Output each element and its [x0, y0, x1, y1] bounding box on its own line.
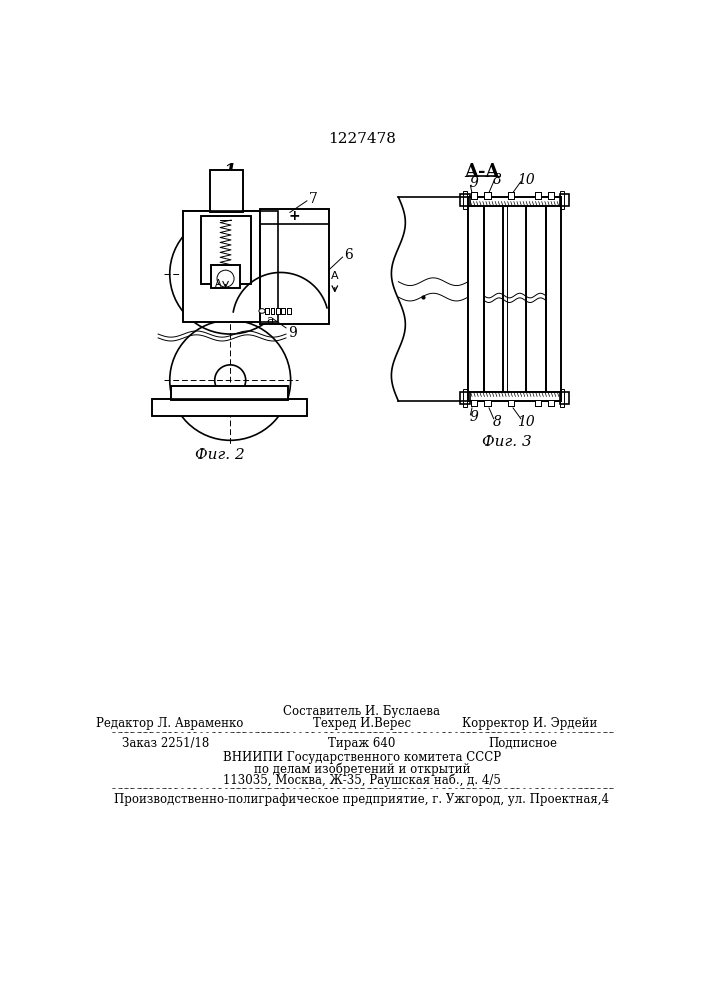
- Bar: [281, 308, 285, 314]
- Bar: [534, 400, 541, 406]
- Text: 1227478: 1227478: [328, 132, 396, 146]
- Bar: [152, 399, 307, 416]
- Text: Техред И.Верес: Техред И.Верес: [313, 717, 411, 730]
- Text: 9: 9: [469, 176, 478, 190]
- Bar: [468, 197, 561, 206]
- Bar: [559, 389, 564, 407]
- Bar: [271, 308, 274, 314]
- Bar: [508, 192, 514, 199]
- Bar: [201, 216, 251, 284]
- Bar: [462, 389, 467, 407]
- Bar: [546, 197, 561, 401]
- Bar: [183, 211, 279, 322]
- Bar: [559, 392, 569, 404]
- Text: 10: 10: [518, 173, 535, 187]
- Text: 1: 1: [224, 163, 236, 181]
- Bar: [468, 392, 561, 401]
- Bar: [287, 308, 291, 314]
- Text: по делам изобретений и открытий: по делам изобретений и открытий: [254, 762, 470, 776]
- Bar: [183, 211, 279, 322]
- Text: Заказ 2251/18: Заказ 2251/18: [122, 737, 209, 750]
- Bar: [281, 308, 285, 314]
- Bar: [468, 197, 561, 206]
- Bar: [559, 194, 569, 206]
- Bar: [468, 197, 484, 401]
- Bar: [484, 192, 491, 199]
- Circle shape: [170, 214, 291, 334]
- Bar: [468, 392, 561, 401]
- Text: Корректор И. Эрдейи: Корректор И. Эрдейи: [462, 717, 598, 730]
- Bar: [260, 209, 329, 324]
- Bar: [548, 400, 554, 406]
- Text: A-A: A-A: [464, 163, 500, 181]
- Bar: [472, 400, 477, 406]
- Bar: [472, 400, 477, 406]
- Bar: [546, 197, 561, 401]
- Text: 6: 6: [344, 248, 352, 262]
- Bar: [548, 192, 554, 199]
- Bar: [484, 400, 491, 406]
- Text: Составитель И. Буслаева: Составитель И. Буслаева: [284, 705, 440, 718]
- Text: ВНИИПИ Государственного комитета СССР: ВНИИПИ Государственного комитета СССР: [223, 751, 501, 764]
- Bar: [468, 197, 484, 401]
- Bar: [460, 194, 469, 206]
- Text: 7: 7: [309, 192, 317, 206]
- Bar: [265, 308, 269, 314]
- Bar: [462, 191, 467, 209]
- Bar: [472, 192, 477, 199]
- Bar: [484, 206, 503, 392]
- Text: A: A: [215, 279, 222, 289]
- Text: 8: 8: [492, 415, 501, 429]
- Text: +: +: [288, 209, 300, 223]
- Bar: [534, 400, 541, 406]
- Text: Подписное: Подписное: [488, 737, 557, 750]
- Text: a: a: [266, 314, 274, 327]
- Bar: [508, 400, 514, 406]
- Bar: [484, 206, 503, 392]
- Bar: [152, 399, 307, 416]
- Circle shape: [170, 320, 291, 440]
- Text: 9: 9: [469, 410, 478, 424]
- Bar: [548, 400, 554, 406]
- Bar: [508, 400, 514, 406]
- Ellipse shape: [259, 309, 265, 313]
- Bar: [287, 308, 291, 314]
- Bar: [526, 206, 546, 392]
- Bar: [548, 192, 554, 199]
- Text: 113035, Москва, Ж-35, Раушская наб., д. 4/5: 113035, Москва, Ж-35, Раушская наб., д. …: [223, 774, 501, 787]
- Bar: [171, 386, 288, 400]
- Bar: [276, 308, 280, 314]
- Bar: [460, 392, 469, 404]
- Text: Фиг. 3: Фиг. 3: [482, 435, 532, 449]
- Bar: [201, 216, 251, 284]
- Text: 9: 9: [288, 326, 296, 340]
- Text: Тираж 640: Тираж 640: [328, 737, 396, 750]
- Bar: [534, 192, 541, 199]
- Bar: [210, 170, 243, 212]
- Text: 8: 8: [492, 173, 501, 187]
- Bar: [265, 308, 269, 314]
- Bar: [559, 191, 564, 209]
- Text: Производственно-полиграфическое предприятие, г. Ужгород, ул. Проектная,4: Производственно-полиграфическое предприя…: [115, 793, 609, 806]
- Text: Фиг. 2: Фиг. 2: [195, 448, 245, 462]
- Bar: [472, 192, 477, 199]
- Bar: [534, 192, 541, 199]
- Bar: [271, 308, 274, 314]
- Text: 10: 10: [518, 415, 535, 429]
- Bar: [484, 400, 491, 406]
- Text: A: A: [331, 271, 339, 281]
- Text: Редактор Л. Авраменко: Редактор Л. Авраменко: [96, 717, 243, 730]
- Bar: [276, 308, 280, 314]
- Bar: [260, 209, 329, 324]
- Bar: [211, 265, 240, 288]
- Bar: [171, 386, 288, 400]
- Bar: [484, 192, 491, 199]
- Bar: [211, 265, 240, 288]
- Bar: [526, 206, 546, 392]
- Bar: [210, 170, 243, 212]
- Bar: [508, 192, 514, 199]
